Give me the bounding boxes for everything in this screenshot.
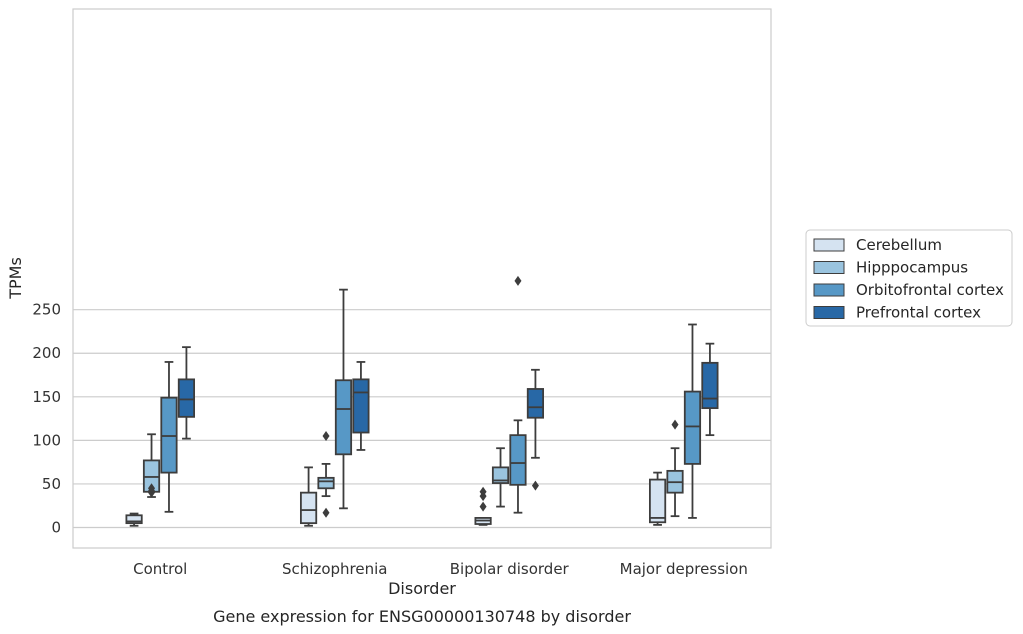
box-orbitofrontal-cortex xyxy=(509,275,527,514)
x-tick-label: Schizophrenia xyxy=(282,560,387,578)
outlier-point xyxy=(322,507,330,518)
y-tick-labels: 0 50 100 150 200 250 xyxy=(32,301,61,537)
y-tick-label: 150 xyxy=(32,388,61,406)
chart-caption: Gene expression for ENSG00000130748 by d… xyxy=(213,607,631,626)
box-hipppocampus xyxy=(666,419,684,518)
y-axis-title: TPMs xyxy=(6,257,25,300)
box-hipppocampus xyxy=(317,431,335,518)
outlier-point xyxy=(322,431,330,442)
legend-swatch xyxy=(813,306,845,319)
iqr-box xyxy=(299,491,318,525)
box-prefrontal-cortex xyxy=(701,342,719,437)
box-cerebellum xyxy=(474,486,492,526)
box-prefrontal-cortex xyxy=(177,346,196,440)
box-hipppocampus xyxy=(142,433,161,498)
box-cerebellum xyxy=(299,466,318,527)
box-orbitofrontal-cortex xyxy=(334,288,353,510)
outlier-point xyxy=(531,480,539,491)
outlier-point xyxy=(479,486,487,497)
x-tick-label: Major depression xyxy=(620,560,748,578)
iqr-box xyxy=(352,378,370,434)
y-tick-label: 200 xyxy=(32,344,61,362)
box-prefrontal-cortex xyxy=(352,361,370,451)
iqr-box xyxy=(334,379,353,456)
iqr-box xyxy=(491,466,510,484)
y-tick-label: 100 xyxy=(32,431,61,449)
x-axis-title: Disorder xyxy=(388,579,456,598)
boxes xyxy=(125,275,719,527)
legend-label: Orbitofrontal cortex xyxy=(856,281,1004,299)
box-cerebellum xyxy=(125,512,143,527)
legend-swatch xyxy=(813,261,845,274)
x-tick-label: Bipolar disorder xyxy=(450,560,570,578)
box-orbitofrontal-cortex xyxy=(160,361,178,513)
plot-area xyxy=(72,8,772,549)
y-tick-label: 250 xyxy=(32,301,61,319)
iqr-box xyxy=(701,361,719,410)
outlier-point xyxy=(514,275,522,286)
legend-label: Cerebellum xyxy=(856,236,942,254)
y-tick-label: 0 xyxy=(51,519,61,537)
y-tick-label: 50 xyxy=(42,475,61,493)
iqr-box xyxy=(509,434,527,486)
box-orbitofrontal-cortex xyxy=(683,323,702,519)
iqr-box xyxy=(177,378,196,418)
box-hipppocampus xyxy=(491,447,510,508)
x-tick-label: Control xyxy=(133,560,187,578)
iqr-box xyxy=(317,476,335,490)
iqr-box xyxy=(648,478,667,524)
legend-frame xyxy=(805,229,1013,327)
outlier-point xyxy=(479,501,487,512)
iqr-box xyxy=(125,514,143,525)
outlier-point xyxy=(148,483,156,494)
legend-entries: Cerebellum Hipppocampus Orbitofrontal cort… xyxy=(813,236,1004,322)
iqr-box xyxy=(683,390,702,465)
legend-swatch xyxy=(813,283,845,297)
box-cerebellum xyxy=(648,471,667,526)
outlier-point xyxy=(671,419,679,430)
legend-label: Hipppocampus xyxy=(856,259,968,277)
x-tick-labels: Control Schizophrenia Bipolar disorder Majo… xyxy=(133,560,748,578)
iqr-box xyxy=(526,388,545,419)
box-prefrontal-cortex xyxy=(526,368,545,491)
legend: Cerebellum Hipppocampus Orbitofrontal cort… xyxy=(805,229,1013,327)
legend-label: Prefrontal cortex xyxy=(856,304,981,322)
legend-swatch xyxy=(813,238,845,252)
